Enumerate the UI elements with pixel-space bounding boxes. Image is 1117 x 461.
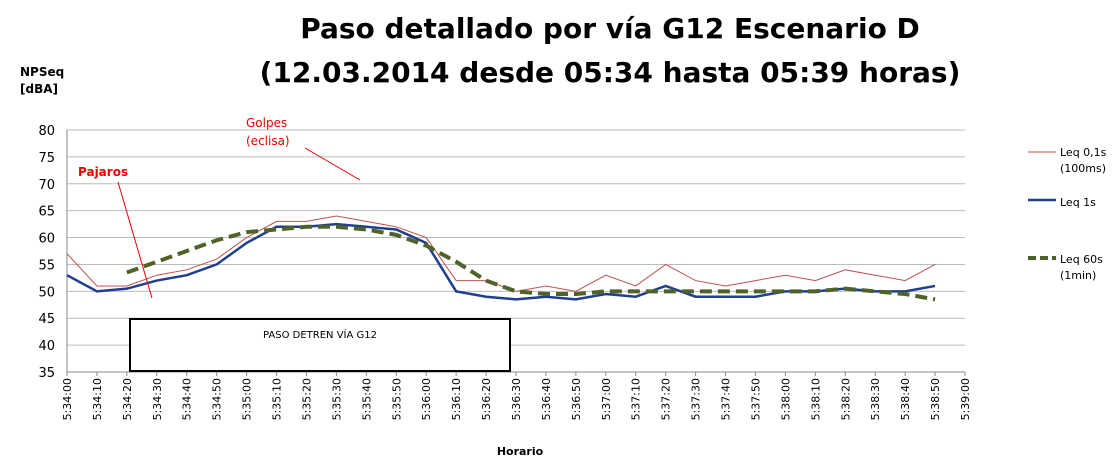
- y-tick-label: 75: [38, 151, 55, 166]
- x-tick-label: 5:38:50: [929, 378, 942, 420]
- y-tick-label: 80: [38, 124, 55, 139]
- annotation: PASO DETREN VÍA G12: [263, 328, 377, 341]
- x-tick-label: 5:38:40: [899, 378, 912, 420]
- y-tick-label: 70: [38, 178, 55, 193]
- x-tick-label: 5:36:30: [510, 378, 523, 420]
- y-tick-label: 45: [38, 312, 55, 327]
- x-tick-label: 5:37:00: [600, 378, 613, 420]
- y-tick-label: 35: [38, 366, 55, 381]
- x-tick-label: 5:36:10: [450, 378, 463, 420]
- x-tick-label: 5:35:50: [390, 378, 403, 420]
- x-tick-label: 5:38:20: [839, 378, 852, 420]
- y-tick-label: 60: [38, 232, 55, 247]
- series-line: [66, 215, 936, 292]
- legend-entry: Leq 60s (1min): [1060, 253, 1103, 282]
- x-tick-label: 5:34:50: [211, 378, 224, 420]
- x-tick-label: 5:36:50: [570, 378, 583, 420]
- x-tick-label: 5:37:30: [690, 378, 703, 420]
- y-tick-label: 55: [38, 258, 55, 273]
- series-line: [126, 224, 936, 302]
- x-tick-label: 5:35:20: [300, 378, 313, 420]
- chart-title: Paso detallado por vía G12 Escenario D: [300, 12, 920, 45]
- train-box: [129, 318, 511, 372]
- x-tick-label: 5:34:40: [181, 378, 194, 420]
- x-tick-label: 5:37:20: [660, 378, 673, 420]
- x-axis-label: Horario: [497, 445, 544, 458]
- x-tick-label: 5:39:00: [959, 378, 972, 420]
- x-tick-label: 5:36:20: [480, 378, 493, 420]
- y-tick-label: 40: [38, 339, 55, 354]
- x-tick-label: 5:34:30: [151, 378, 164, 420]
- legend-entry: Leq 0,1s (100ms): [1060, 146, 1107, 175]
- x-tick-label: 5:38:30: [869, 378, 882, 420]
- x-tick-label: 5:37:10: [630, 378, 643, 420]
- x-tick-label: 5:37:50: [749, 378, 762, 420]
- annotation: Pajaros: [78, 165, 128, 179]
- chart-subtitle: (12.03.2014 desde 05:34 hasta 05:39 hora…: [260, 56, 961, 89]
- y-axis-label: NPSeq [dBA]: [20, 65, 65, 96]
- x-tick-label: 5:37:40: [720, 378, 733, 420]
- y-tick-label: 50: [38, 285, 55, 300]
- x-tick-label: 5:34:20: [121, 378, 134, 420]
- series-line: [66, 222, 936, 301]
- x-tick-label: 5:36:00: [420, 378, 433, 420]
- annotation: Golpes: [246, 116, 287, 130]
- x-tick-label: 5:34:10: [91, 378, 104, 420]
- x-tick-label: 5:35:10: [271, 378, 284, 420]
- x-tick-label: 5:38:00: [779, 378, 792, 420]
- x-tick-label: 5:35:30: [330, 378, 343, 420]
- arrow: [117, 181, 153, 299]
- x-tick-label: 5:34:00: [61, 378, 74, 420]
- x-tick-label: 5:38:10: [809, 378, 822, 420]
- x-tick-label: 5:35:40: [360, 378, 373, 420]
- legend-entry: Leq 1s: [1060, 196, 1096, 209]
- y-tick-label: 65: [38, 205, 55, 220]
- arrow: [304, 147, 361, 181]
- x-tick-label: 5:36:40: [540, 378, 553, 420]
- x-tick-label: 5:35:00: [241, 378, 254, 420]
- annotation: (eclisa): [246, 134, 290, 148]
